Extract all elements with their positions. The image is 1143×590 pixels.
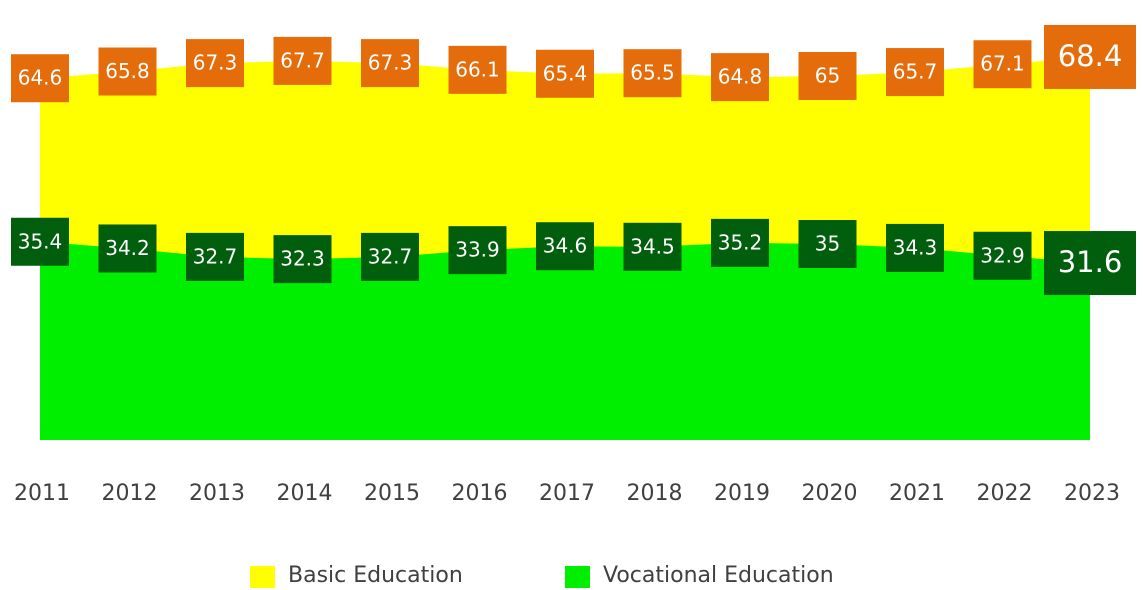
x-tick-label: 2014 [277, 481, 333, 506]
data-label: 32.9 [980, 243, 1025, 267]
data-label: 34.6 [543, 234, 588, 258]
data-label: 65 [815, 64, 840, 88]
x-tick-label: 2013 [189, 481, 245, 506]
data-label-box [448, 45, 507, 94]
data-label: 35 [815, 232, 840, 256]
data-label-box [361, 232, 419, 281]
data-label-box [361, 39, 419, 88]
data-label: 35.2 [718, 230, 763, 254]
x-tick-label: 2018 [627, 481, 683, 506]
data-label-box [1044, 24, 1136, 89]
x-tick-label: 2023 [1064, 481, 1120, 506]
data-label: 67.7 [280, 48, 325, 72]
data-label: 67.1 [980, 52, 1025, 76]
data-label: 32.3 [280, 247, 325, 271]
data-label-box [973, 231, 1032, 280]
area [40, 241, 1090, 440]
x-tick-label: 2015 [364, 481, 420, 506]
legend-swatch [565, 566, 590, 588]
data-label: 66.1 [455, 57, 500, 81]
data-label: 65.4 [543, 61, 588, 85]
x-tick-label: 2011 [14, 481, 70, 506]
data-label: 64.6 [18, 66, 63, 90]
data-label-box [973, 40, 1032, 89]
data-label-box [886, 223, 944, 272]
data-label: 32.7 [368, 244, 413, 268]
data-label-box [536, 222, 594, 271]
data-label: 33.9 [455, 238, 500, 262]
x-tick-label: 2022 [977, 481, 1033, 506]
x-tick-label: 2020 [802, 481, 858, 506]
data-label-box [186, 39, 244, 88]
data-label-box [798, 52, 857, 100]
legend-label: Basic Education [288, 563, 463, 588]
data-label-box [711, 218, 769, 267]
data-label-box [1044, 231, 1136, 296]
data-label-box [98, 47, 157, 96]
data-label-box [186, 232, 244, 281]
data-label-box [273, 235, 332, 284]
data-label: 32.7 [193, 244, 238, 268]
data-label-box [448, 226, 507, 275]
data-label-box [711, 53, 769, 102]
data-label: 65.5 [630, 61, 675, 85]
x-tick-label: 2019 [714, 481, 770, 506]
x-tick-label: 2017 [539, 481, 595, 506]
data-label: 67.3 [193, 51, 238, 75]
data-label-box [623, 222, 682, 271]
data-label: 67.3 [368, 51, 413, 75]
data-label-box [886, 48, 944, 97]
x-tick-label: 2021 [889, 481, 945, 506]
data-label-box [273, 36, 332, 85]
data-label: 64.8 [718, 65, 763, 89]
x-tick-label: 2016 [452, 481, 508, 506]
data-label-box [11, 217, 69, 266]
x-tick-label: 2012 [102, 481, 158, 506]
data-label: 31.6 [1058, 245, 1123, 279]
data-label-box [536, 49, 594, 98]
legend-swatch [250, 566, 275, 588]
data-label: 34.3 [893, 235, 938, 259]
data-label: 68.4 [1058, 39, 1123, 73]
data-label-box [798, 220, 857, 268]
data-label: 65.8 [105, 59, 150, 83]
data-label-box [98, 224, 157, 273]
legend-label: Vocational Education [603, 563, 834, 588]
data-label: 35.4 [18, 229, 63, 253]
data-label: 65.7 [893, 60, 938, 84]
data-label: 34.2 [105, 236, 150, 260]
data-label-box [623, 49, 682, 98]
data-label: 34.5 [630, 234, 675, 258]
data-label-box [11, 54, 69, 103]
